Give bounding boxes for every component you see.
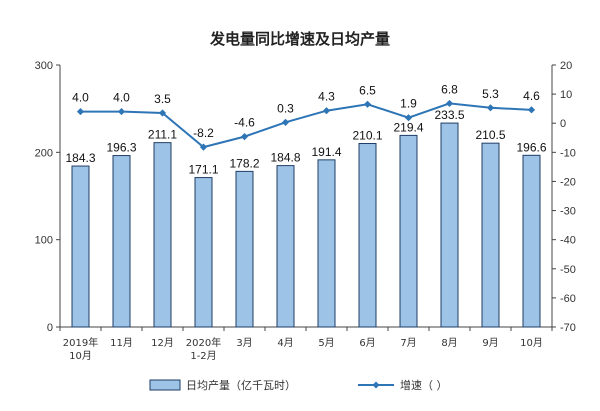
legend-line-marker: [372, 381, 380, 389]
bar-series: [71, 122, 541, 328]
chart-title: 发电量同比增速及日均产量: [209, 30, 390, 48]
line-value-label: 0.3: [277, 101, 294, 115]
line-point: [363, 100, 372, 108]
bar: [358, 143, 377, 328]
line-point: [76, 107, 85, 116]
x-tick-label: 4月: [277, 337, 293, 349]
bar-value-label: 191.4: [311, 145, 341, 159]
bar: [522, 154, 541, 328]
bar-value-label: 184.8: [270, 151, 300, 165]
line-point: [322, 107, 331, 115]
legend-bar-swatch: [149, 379, 181, 391]
line-point: [240, 133, 249, 141]
x-tick-label: 5月: [318, 337, 334, 349]
line-point: [199, 143, 208, 151]
line-point: [527, 106, 536, 114]
line-value-label: -4.6: [234, 116, 255, 130]
legend-line-label: 增速（ ）: [400, 378, 448, 392]
y-left-tick-label: 200: [35, 147, 53, 159]
x-tick-label: 8月: [441, 337, 457, 349]
x-tick-label: 1-2月: [190, 350, 216, 362]
line-value-label: 3.5: [154, 92, 171, 106]
x-tick-label: 10月: [520, 337, 543, 349]
line-value-label: -8.2: [193, 126, 214, 140]
line-point: [117, 107, 126, 116]
y-right-tick-label: 0: [560, 118, 566, 130]
bar: [71, 165, 90, 328]
bar: [399, 134, 418, 328]
line-series: [76, 99, 536, 151]
bar: [440, 122, 459, 328]
x-tick-label: 7月: [400, 337, 416, 349]
y-right-tick-label: 10: [560, 89, 572, 101]
bar-value-label: 196.6: [516, 140, 546, 154]
bar: [194, 177, 213, 328]
line-value-label: 4.6: [523, 89, 540, 103]
line-value-label: 4.3: [318, 90, 335, 104]
y-right-tick-label: -60: [560, 293, 576, 305]
x-tick-label: 9月: [482, 337, 498, 349]
x-tick-label: 11月: [110, 337, 133, 349]
bar-value-label: 210.1: [352, 129, 382, 143]
bar-value-label: 196.3: [106, 141, 136, 155]
x-tick-label: 3月: [236, 337, 252, 349]
bar-labels: 184.3 196.3 211.1 171.1 178.2 184.8 191.4 210.1…: [65, 108, 546, 176]
line-value-label: 4.0: [113, 91, 130, 105]
bar: [153, 142, 172, 328]
legend-bar-label: 日均产量（亿千瓦时）: [186, 378, 296, 392]
y-left-tick-label: 100: [35, 235, 53, 247]
y-right-tick-label: -40: [560, 235, 576, 247]
y-left-tick-label: 0: [47, 322, 53, 334]
line-labels: 4.0 4.0 3.5 -8.2 -4.6 0.3 4.3 6.5 1.9 6.8 5.3 4.6: [72, 82, 540, 140]
bar-value-label: 171.1: [188, 163, 218, 177]
line-point: [158, 109, 167, 117]
x-tick-label: 12月: [151, 337, 174, 349]
y-right-tick-label: -30: [560, 206, 576, 218]
line-value-label: 5.3: [482, 87, 499, 101]
y-right-tick-label: -70: [560, 322, 576, 334]
bar: [112, 155, 131, 328]
bar: [276, 165, 295, 328]
line-point: [486, 104, 495, 112]
bar-value-label: 178.2: [229, 156, 259, 170]
x-tick-label: 2020年: [186, 336, 221, 349]
x-tick-label: 6月: [359, 337, 375, 349]
bar: [481, 142, 500, 328]
bar-value-label: 184.3: [65, 151, 95, 165]
line-value-label: 4.0: [72, 91, 89, 105]
y-right-tick-label: 20: [560, 60, 572, 72]
growth-line: [80, 102, 532, 149]
x-tick-label: 10月: [69, 350, 92, 362]
y-right-tick-label: -20: [560, 176, 576, 188]
bar-value-label: 210.5: [475, 128, 505, 142]
bar-value-label: 233.5: [434, 108, 464, 122]
y-right-tick-label: -50: [560, 264, 576, 276]
bar-value-label: 211.1: [148, 128, 177, 142]
x-tick-label: 2019年: [63, 336, 98, 349]
bar: [317, 159, 336, 328]
bar-value-label: 219.4: [393, 120, 423, 134]
legend: 日均产量（亿千瓦时） 增速（ ）: [149, 378, 448, 392]
y-right-tick-label: -10: [560, 147, 576, 159]
bar: [235, 170, 254, 328]
line-value-label: 1.9: [400, 97, 417, 111]
line-value-label: 6.5: [359, 83, 376, 97]
line-value-label: 6.8: [441, 82, 458, 96]
line-point: [404, 114, 413, 122]
line-point: [445, 99, 454, 108]
y-left-tick-label: 300: [35, 60, 53, 72]
line-point: [281, 118, 290, 126]
